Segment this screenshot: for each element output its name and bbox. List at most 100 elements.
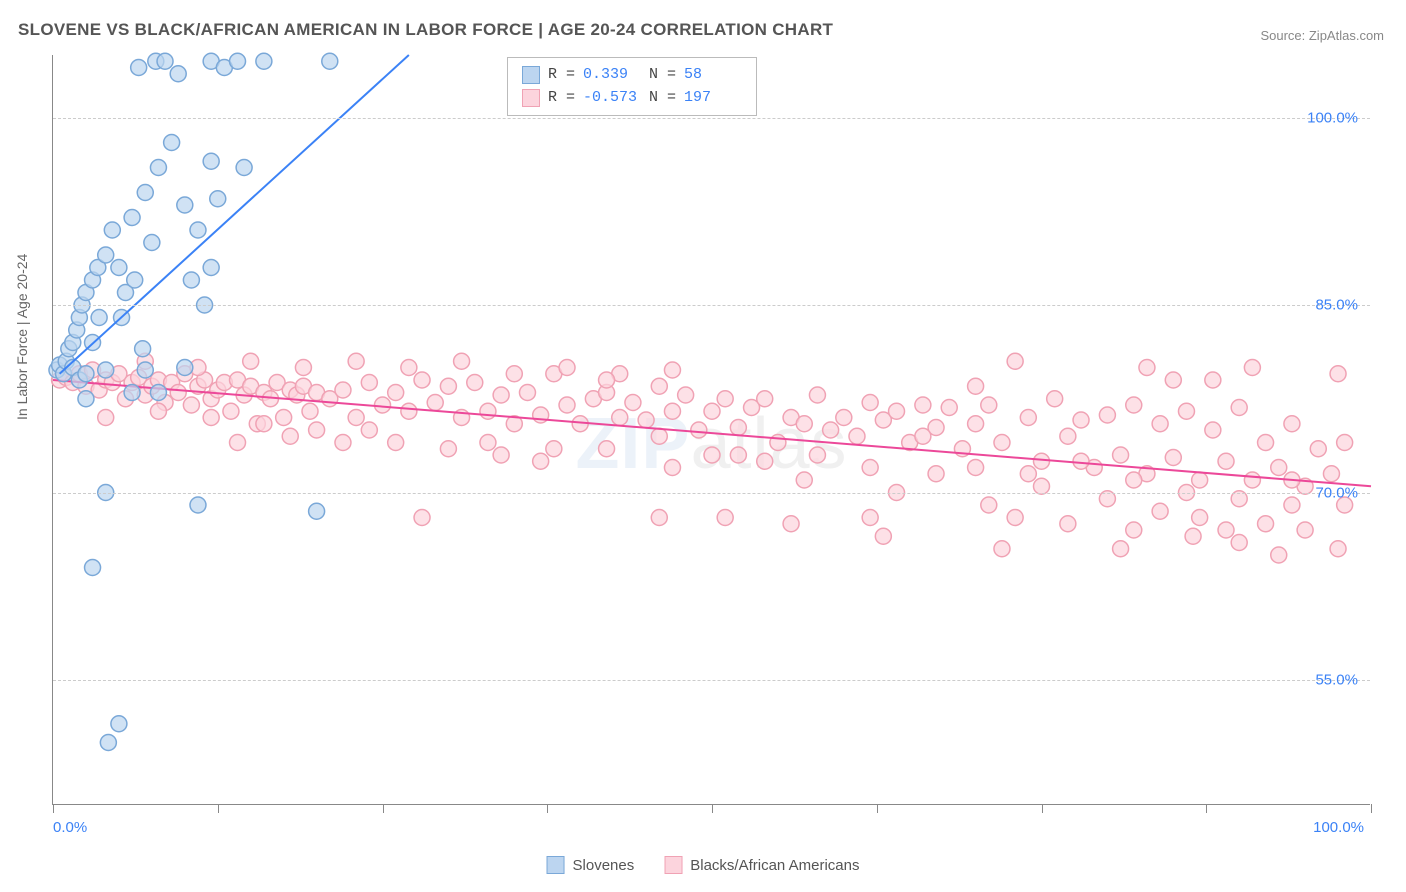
- slovenes-point: [131, 60, 147, 76]
- baa-point: [1205, 422, 1221, 438]
- baa-point: [1258, 516, 1274, 532]
- grid-line: [53, 680, 1370, 681]
- baa-point: [1192, 472, 1208, 488]
- baa-point: [599, 372, 615, 388]
- slovenes-point: [190, 497, 206, 513]
- baa-point: [309, 422, 325, 438]
- baa-point: [276, 410, 292, 426]
- source-attribution: Source: ZipAtlas.com: [1260, 28, 1384, 43]
- y-tick-label: 85.0%: [1315, 297, 1358, 314]
- swatch-slovenes: [522, 66, 540, 84]
- baa-point: [203, 410, 219, 426]
- stats-row-baa: R = -0.573 N = 197: [522, 87, 742, 110]
- baa-point: [1185, 528, 1201, 544]
- baa-point: [1113, 541, 1129, 557]
- x-tick: [1371, 804, 1372, 813]
- baa-point: [1126, 472, 1142, 488]
- baa-point: [889, 403, 905, 419]
- baa-point: [875, 528, 891, 544]
- baa-point: [361, 422, 377, 438]
- baa-point: [730, 420, 746, 436]
- baa-point: [427, 395, 443, 411]
- scatter-svg: [53, 55, 1370, 804]
- baa-point: [1126, 397, 1142, 413]
- slovenes-point: [127, 272, 143, 288]
- baa-point: [1073, 412, 1089, 428]
- baa-point: [302, 403, 318, 419]
- baa-point: [968, 416, 984, 432]
- baa-point: [796, 472, 812, 488]
- baa-point: [678, 387, 694, 403]
- baa-point: [230, 435, 246, 451]
- baa-point: [1271, 460, 1287, 476]
- n-value-baa: 197: [684, 87, 742, 110]
- baa-point: [401, 360, 417, 376]
- grid-line: [53, 118, 1370, 119]
- plot-area: ZIPatlas R = 0.339 N = 58 R = -0.573 N =…: [52, 55, 1370, 805]
- slovenes-point: [210, 191, 226, 207]
- baa-point: [414, 372, 430, 388]
- baa-point: [454, 353, 470, 369]
- baa-point: [1297, 522, 1313, 538]
- slovenes-point: [190, 222, 206, 238]
- baa-point: [546, 441, 562, 457]
- slovenes-point: [124, 210, 140, 226]
- baa-point: [1152, 503, 1168, 519]
- legend-item-slovenes: Slovenes: [547, 856, 635, 874]
- r-label: R =: [548, 64, 575, 87]
- baa-point: [717, 391, 733, 407]
- baa-point: [480, 403, 496, 419]
- baa-point: [150, 403, 166, 419]
- baa-point: [757, 391, 773, 407]
- baa-point: [1310, 441, 1326, 457]
- baa-point: [1113, 447, 1129, 463]
- baa-point: [599, 441, 615, 457]
- baa-point: [183, 397, 199, 413]
- baa-point: [928, 466, 944, 482]
- baa-point: [862, 460, 878, 476]
- baa-point: [335, 382, 351, 398]
- slovenes-point: [78, 391, 94, 407]
- baa-point: [1271, 547, 1287, 563]
- baa-point: [994, 435, 1010, 451]
- slovenes-point: [164, 135, 180, 151]
- x-tick-label: 100.0%: [1313, 819, 1364, 836]
- x-tick: [218, 804, 219, 813]
- baa-point: [915, 397, 931, 413]
- bottom-legend: Slovenes Blacks/African Americans: [547, 856, 860, 874]
- baa-point: [1218, 453, 1234, 469]
- baa-point: [1152, 416, 1168, 432]
- baa-point: [823, 422, 839, 438]
- baa-point: [612, 410, 628, 426]
- slovenes-point: [150, 385, 166, 401]
- baa-point: [480, 435, 496, 451]
- r-value-slovenes: 0.339: [583, 64, 641, 87]
- baa-point: [770, 435, 786, 451]
- baa-point: [256, 416, 272, 432]
- y-tick-label: 100.0%: [1307, 109, 1358, 126]
- baa-point: [1020, 466, 1036, 482]
- baa-point: [440, 378, 456, 394]
- legend-label-slovenes: Slovenes: [573, 857, 635, 874]
- slovenes-point: [85, 560, 101, 576]
- slovenes-point: [157, 53, 173, 69]
- baa-point: [1337, 435, 1353, 451]
- baa-point: [414, 510, 430, 526]
- baa-point: [1099, 407, 1115, 423]
- x-tick: [1206, 804, 1207, 813]
- baa-point: [1047, 391, 1063, 407]
- baa-point: [651, 510, 667, 526]
- grid-line: [53, 493, 1370, 494]
- slovenes-point: [137, 362, 153, 378]
- baa-point: [1034, 453, 1050, 469]
- baa-point: [1007, 510, 1023, 526]
- baa-point: [1284, 416, 1300, 432]
- slovenes-point: [309, 503, 325, 519]
- r-label: R =: [548, 87, 575, 110]
- baa-point: [664, 362, 680, 378]
- baa-point: [1165, 372, 1181, 388]
- baa-point: [243, 353, 259, 369]
- baa-point: [651, 428, 667, 444]
- y-axis-label: In Labor Force | Age 20-24: [14, 254, 30, 420]
- slovenes-trendline: [60, 55, 409, 374]
